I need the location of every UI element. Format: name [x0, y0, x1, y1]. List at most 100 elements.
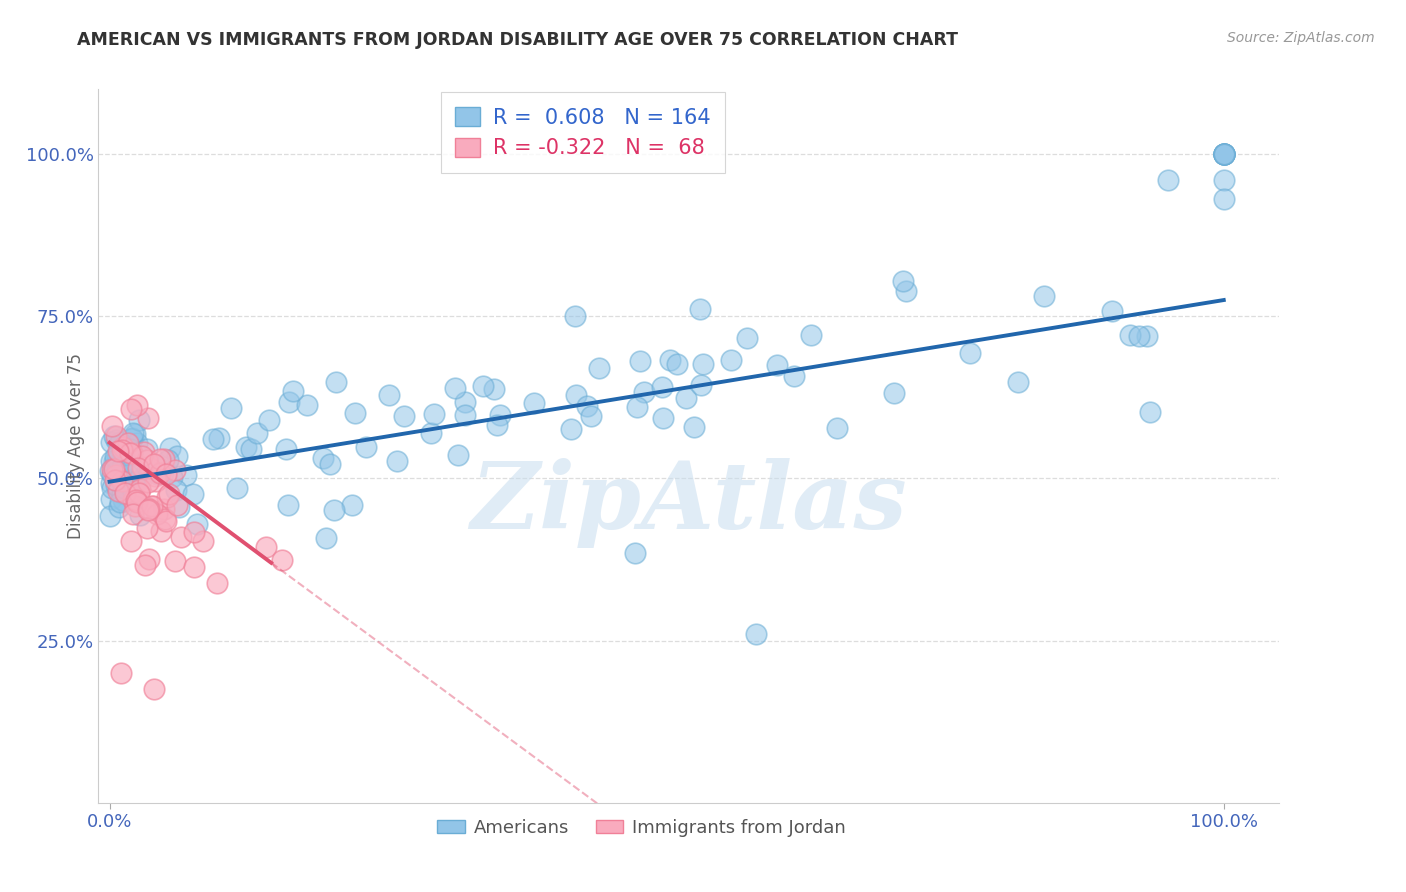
Point — [111, 451, 134, 466]
Point — [626, 400, 648, 414]
Point — [689, 301, 711, 316]
Point — [110, 469, 132, 483]
Point — [692, 357, 714, 371]
Point — [155, 514, 177, 528]
Point — [186, 517, 208, 532]
Point — [104, 429, 127, 443]
Point — [110, 474, 132, 488]
Point — [471, 379, 494, 393]
Point — [108, 465, 131, 479]
Point — [152, 467, 174, 481]
Point — [107, 444, 129, 458]
Point — [150, 524, 173, 538]
Point — [489, 408, 512, 422]
Point — [111, 442, 134, 457]
Point — [633, 384, 655, 399]
Point — [122, 425, 145, 440]
Point — [737, 331, 759, 345]
Point — [444, 381, 467, 395]
Point — [156, 490, 179, 504]
Point — [105, 448, 128, 462]
Point — [523, 396, 546, 410]
Point — [319, 457, 342, 471]
Point — [146, 467, 169, 482]
Point — [143, 682, 166, 697]
Point — [121, 445, 143, 459]
Point — [112, 451, 135, 466]
Point — [111, 456, 134, 470]
Point — [201, 432, 224, 446]
Point — [110, 474, 132, 488]
Point — [1212, 193, 1234, 207]
Point — [1212, 147, 1234, 161]
Point — [825, 421, 848, 435]
Point — [156, 453, 179, 467]
Point — [118, 442, 141, 456]
Point — [120, 457, 142, 471]
Point — [235, 440, 257, 454]
Point — [257, 412, 280, 426]
Point — [766, 359, 789, 373]
Legend: Americans, Immigrants from Jordan: Americans, Immigrants from Jordan — [430, 812, 853, 844]
Point — [1212, 147, 1234, 161]
Point — [219, 401, 242, 415]
Point — [560, 422, 582, 436]
Point — [240, 442, 263, 456]
Point — [160, 470, 183, 484]
Point — [131, 449, 153, 463]
Point — [107, 458, 129, 473]
Point — [225, 481, 247, 495]
Point — [146, 459, 169, 474]
Point — [1007, 375, 1029, 389]
Point — [100, 453, 122, 467]
Point — [135, 521, 157, 535]
Point — [181, 487, 204, 501]
Point — [128, 413, 150, 427]
Point — [315, 531, 337, 545]
Point — [105, 467, 128, 482]
Point — [145, 507, 167, 521]
Point — [283, 384, 305, 398]
Point — [108, 500, 131, 514]
Point — [659, 353, 682, 368]
Point — [131, 459, 153, 474]
Point — [1139, 405, 1161, 419]
Point — [98, 464, 121, 478]
Point — [675, 391, 697, 405]
Point — [111, 450, 134, 464]
Point — [103, 428, 125, 442]
Point — [135, 465, 157, 479]
Point — [579, 409, 602, 423]
Point — [110, 460, 132, 475]
Point — [101, 419, 124, 434]
Point — [117, 436, 139, 450]
Point — [163, 463, 186, 477]
Point — [891, 274, 914, 288]
Point — [114, 485, 136, 500]
Point — [1128, 329, 1150, 343]
Point — [454, 395, 477, 409]
Point — [132, 445, 155, 459]
Point — [155, 467, 177, 481]
Point — [1212, 147, 1234, 161]
Point — [117, 467, 139, 482]
Point — [191, 534, 214, 549]
Point — [114, 487, 136, 501]
Point — [651, 380, 673, 394]
Point — [101, 462, 124, 476]
Point — [136, 475, 159, 489]
Text: AMERICAN VS IMMIGRANTS FROM JORDAN DISABILITY AGE OVER 75 CORRELATION CHART: AMERICAN VS IMMIGRANTS FROM JORDAN DISAB… — [77, 31, 959, 49]
Point — [105, 464, 128, 478]
Point — [112, 493, 135, 508]
Point — [1212, 147, 1234, 161]
Point — [124, 478, 146, 492]
Point — [138, 552, 160, 566]
Text: Source: ZipAtlas.com: Source: ZipAtlas.com — [1227, 31, 1375, 45]
Y-axis label: Disability Age Over 75: Disability Age Over 75 — [66, 353, 84, 539]
Point — [100, 435, 122, 450]
Point — [564, 309, 586, 323]
Point — [624, 546, 647, 560]
Point — [666, 357, 689, 371]
Point — [799, 328, 821, 343]
Point — [575, 400, 598, 414]
